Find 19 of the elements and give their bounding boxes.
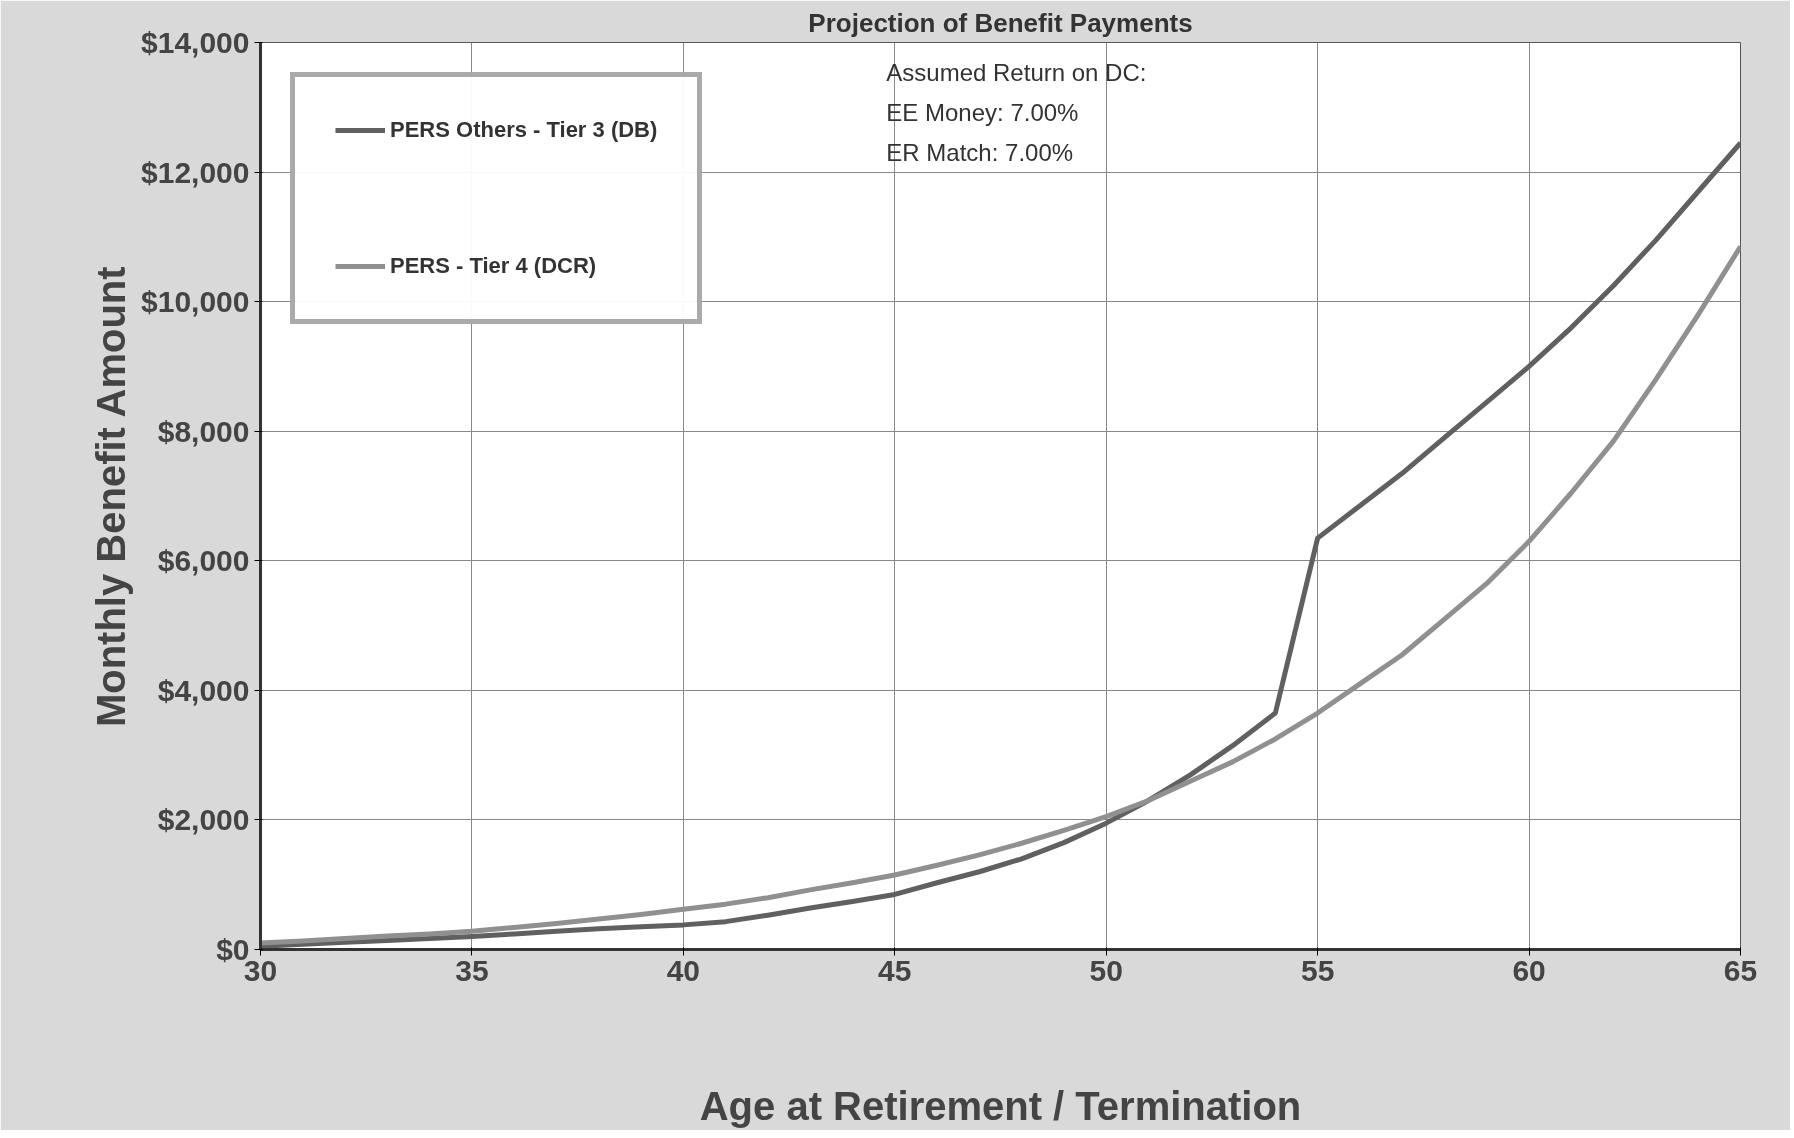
x-axis-title: Age at Retirement / Termination xyxy=(699,1083,1302,1128)
x-tick-label: 60 xyxy=(1512,953,1546,987)
chart-title: Projection of Benefit Payments xyxy=(808,7,1193,38)
x-tick-label: 50 xyxy=(1089,953,1123,987)
y-tick-label: $8,000 xyxy=(157,414,250,448)
legend-label: PERS Others - Tier 3 (DB) xyxy=(390,117,658,143)
y-tick-label: $2,000 xyxy=(157,803,250,837)
x-tick-label: 35 xyxy=(455,953,489,987)
x-tick-label: 40 xyxy=(666,953,701,987)
x-tick-label: 55 xyxy=(1300,953,1335,987)
y-axis-title: Monthly Benefit Amount xyxy=(89,266,134,728)
y-tick-label: $4,000 xyxy=(157,673,250,707)
legend-label: PERS - Tier 4 (DCR) xyxy=(390,253,597,279)
y-tick-label: $10,000 xyxy=(141,285,250,319)
y-tick-label: $14,000 xyxy=(141,26,250,59)
x-tick-label: 45 xyxy=(878,953,912,987)
y-tick-label: $6,000 xyxy=(157,544,250,578)
x-tick-label: 65 xyxy=(1723,953,1758,987)
y-tick-label: $12,000 xyxy=(141,155,250,189)
